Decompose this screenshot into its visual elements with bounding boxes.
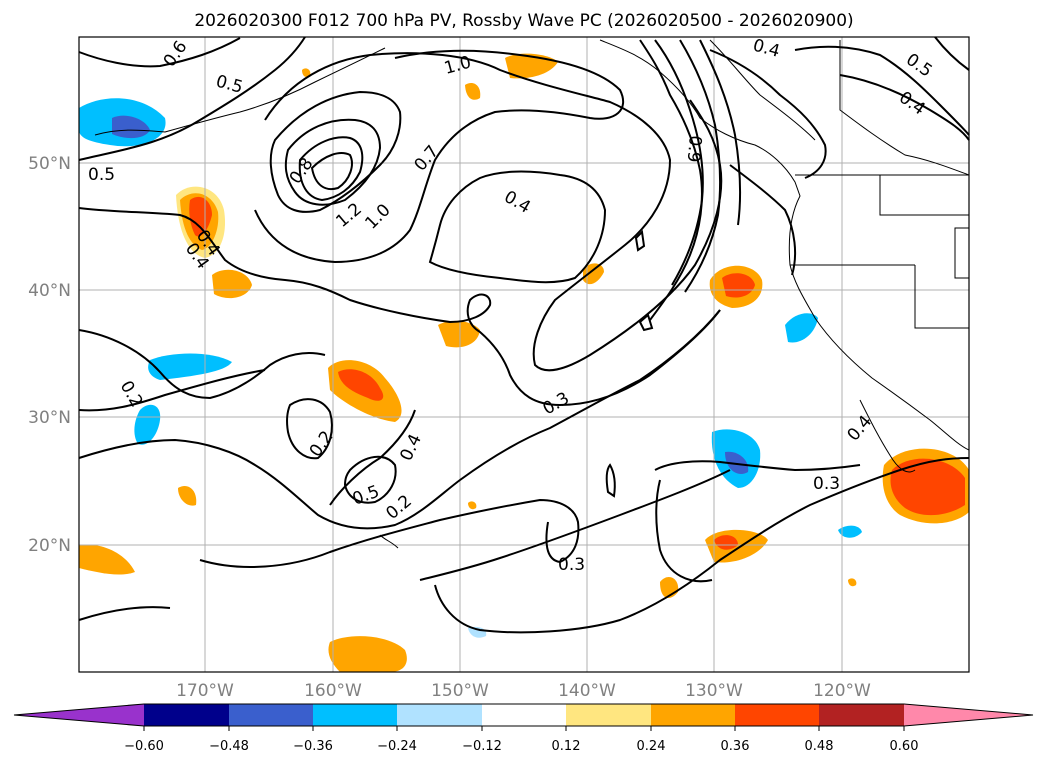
lat-label-30n: 30°N [28,408,71,428]
colorbar-label-5: 0.12 [552,739,581,754]
latitude-labels: 50°N 40°N 30°N 20°N [28,154,71,556]
negative-anomaly-subtropic [148,353,232,380]
colorbar-segment-2 [229,704,313,726]
colorbar-label-7: 0.36 [721,739,750,754]
positive-anomaly-f [465,82,481,100]
positive-anomaly-d [438,320,480,348]
positive-anomaly-dot-2 [468,501,477,510]
lon-label-160w: 160°W [304,681,362,701]
colorbar-segment-3 [313,704,397,726]
negative-anomaly-small [838,525,862,538]
colorbar-segment-8 [735,704,819,726]
colorbar-tick-labels: −0.60 −0.48 −0.36 −0.24 −0.12 0.12 0.24 … [124,739,918,754]
pv-contours [78,36,970,634]
positive-anomaly-south [328,636,407,672]
colorbar-label-3: −0.24 [377,739,417,754]
colorbar-segment-high-extend [904,704,1033,726]
negative-anomaly-east-core [725,451,749,474]
lat-label-40n: 40°N [28,281,71,301]
colorbar-label-6: 0.24 [637,739,666,754]
contour-label-6: 0.5 [88,165,115,185]
map-background [79,37,969,672]
positive-anomaly-small-1 [178,485,197,506]
negative-anomaly-california [785,313,818,343]
longitude-labels: 170°W 160°W 150°W 140°W 130°W 120°W [176,681,871,701]
positive-anomaly-a-core [189,196,212,237]
colorbar-segment-4 [397,704,482,726]
colorbar-ticks [143,726,905,731]
colorbar-label-8: 0.48 [805,739,834,754]
positive-anomaly-g [583,263,604,285]
positive-anomaly-baja-core [890,458,965,516]
contour-label-22: 0.3 [813,474,840,494]
map-frame [78,36,970,673]
colorbar-segment-5 [482,704,566,726]
positive-anomaly-c-core [338,369,384,401]
lat-label-50n: 50°N [28,154,71,174]
lon-label-130w: 130°W [685,681,743,701]
colorbar-segment-7 [651,704,735,726]
contour-label-12: 0.9 [683,135,705,164]
lon-label-170w: 170°W [176,681,234,701]
gridlines [79,37,969,672]
negative-anomaly-core [112,115,150,139]
positive-anomaly-dot-1 [302,68,311,78]
positive-anomaly-b [212,269,252,299]
lat-label-20n: 20°N [28,536,71,556]
colorbar-label-0: −0.60 [124,739,164,754]
positive-anomaly-west-south [79,544,135,575]
colorbar-segment-low-extend [14,704,144,726]
colorbar-label-4: −0.12 [462,739,502,754]
colorbar-label-2: −0.36 [293,739,333,754]
map-panel: 0.6 0.5 1.0 0.4 0.5 0.4 0.5 0.8 0.7 1.2 … [78,36,970,673]
shaded-anomalies [79,53,969,672]
colorbar-segment-1 [144,704,229,726]
figure-title: 2026020300 F012 700 hPa PV, Rossby Wave … [194,11,853,31]
colorbar-segment-9 [819,704,904,726]
negative-anomaly-west [134,404,161,445]
positive-anomaly-e [505,53,558,79]
colorbar-label-9: 0.60 [890,739,919,754]
colorbar-segment-6 [566,704,651,726]
lon-label-120w: 120°W [813,681,871,701]
positive-anomaly-h-core [722,273,755,298]
colorbar: −0.60 −0.48 −0.36 −0.24 −0.12 0.12 0.24 … [13,703,1034,754]
lon-label-150w: 150°W [431,681,489,701]
positive-anomaly-i-core [714,535,738,550]
contour-label-23: 0.3 [558,555,585,575]
lon-label-140w: 140°W [558,681,616,701]
positive-anomaly-dot-3 [848,578,857,587]
colorbar-label-1: −0.48 [209,739,249,754]
